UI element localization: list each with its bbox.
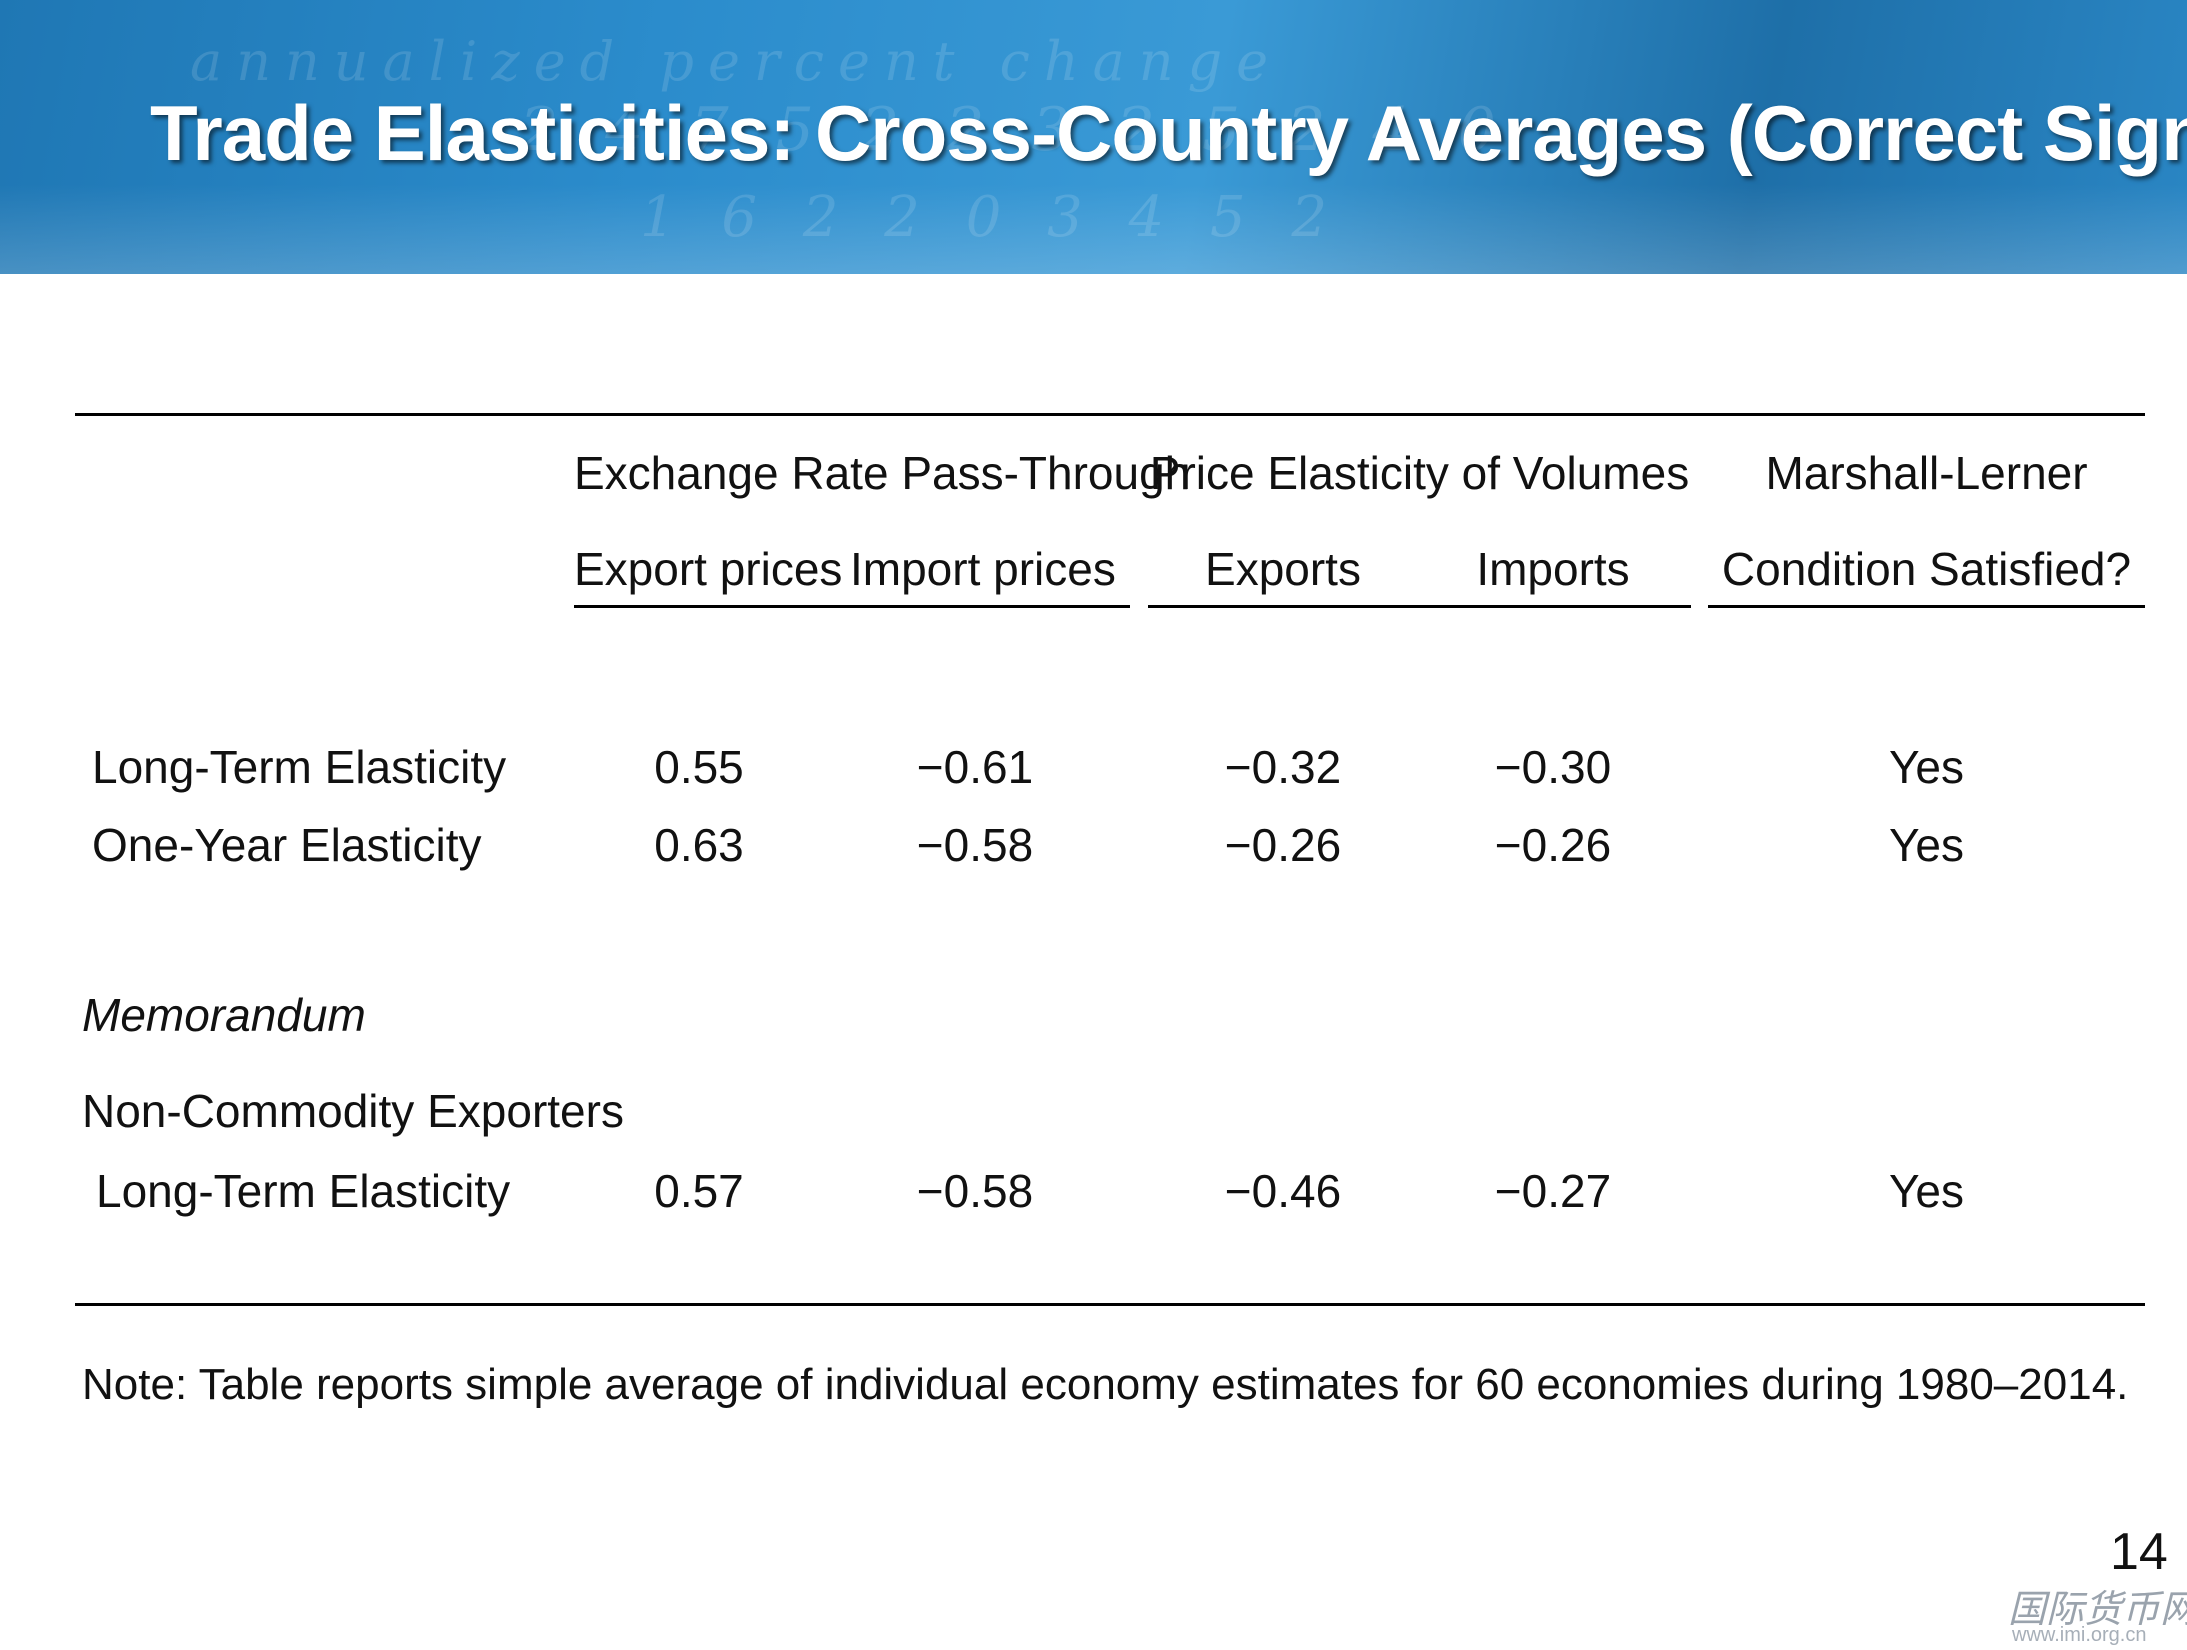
cell-marshall-lerner: Yes <box>1888 1165 1965 1217</box>
row-label: Long-Term Elasticity <box>96 1165 511 1217</box>
banner-decoration: 1 6 2 2 0 3 4 5 2 <box>640 185 1341 250</box>
header-underline-pass-through <box>574 605 1130 608</box>
watermark-cn-text: 国际货币网 <box>2008 1589 2187 1631</box>
banner-decoration: annualized percent change <box>190 30 1283 93</box>
cell-export-prices: 0.55 <box>654 741 744 793</box>
cell-import-prices: −0.58 <box>916 819 1034 871</box>
subheader-exports: Exports <box>1205 543 1361 595</box>
subheader-export-prices: Export prices <box>574 543 843 595</box>
header-marshall-lerner: Marshall-Lerner <box>1765 447 2088 499</box>
cell-export-prices: 0.63 <box>654 819 744 871</box>
row-label: One-Year Elasticity <box>92 819 482 871</box>
cell-exports: −0.26 <box>1224 819 1342 871</box>
subheader-condition-satisfied: Condition Satisfied? <box>1721 543 2132 595</box>
cell-import-prices: −0.58 <box>916 1165 1034 1217</box>
cell-import-prices: −0.61 <box>916 741 1034 793</box>
watermark-logo: 国际货币网 www.imi.org.cn <box>2008 1578 2187 1648</box>
table-bottom-rule <box>75 1303 2145 1306</box>
cell-imports: −0.27 <box>1494 1165 1612 1217</box>
table-top-rule <box>75 413 2145 416</box>
banner-decoration: 2 4 7 5 2 2 3 2 5 2 4 0 <box>520 95 1510 165</box>
slide-title: Trade Elasticities: Cross-Country Averag… <box>150 89 2187 177</box>
cell-exports: −0.32 <box>1224 741 1342 793</box>
cell-export-prices: 0.57 <box>654 1165 744 1217</box>
cell-marshall-lerner: Yes <box>1888 819 1965 871</box>
memorandum-group-label: Non-Commodity Exporters <box>82 1085 624 1137</box>
subheader-import-prices: Import prices <box>850 543 1116 595</box>
banner-glow <box>0 184 2187 274</box>
subheader-imports: Imports <box>1476 543 1630 595</box>
cell-imports: −0.26 <box>1494 819 1612 871</box>
header-underline-marshall-lerner <box>1708 605 2145 608</box>
cell-marshall-lerner: Yes <box>1888 741 1965 793</box>
cell-exports: −0.46 <box>1224 1165 1342 1217</box>
table-note: Note: Table reports simple average of in… <box>82 1360 2129 1409</box>
header-underline-price-elasticity <box>1148 605 1691 608</box>
cell-imports: −0.30 <box>1494 741 1612 793</box>
row-label: Long-Term Elasticity <box>92 741 507 793</box>
memorandum-heading: Memorandum <box>82 989 366 1041</box>
slide-number: 14 <box>2110 1523 2168 1581</box>
header-pass-through: Exchange Rate Pass-Through <box>574 447 1191 499</box>
watermark-url-text: www.imi.org.cn <box>2012 1624 2147 1646</box>
title-banner: annualized percent change 2 4 7 5 2 2 3 … <box>0 0 2187 274</box>
header-price-elasticity: Price Elasticity of Volumes <box>1149 447 1690 499</box>
